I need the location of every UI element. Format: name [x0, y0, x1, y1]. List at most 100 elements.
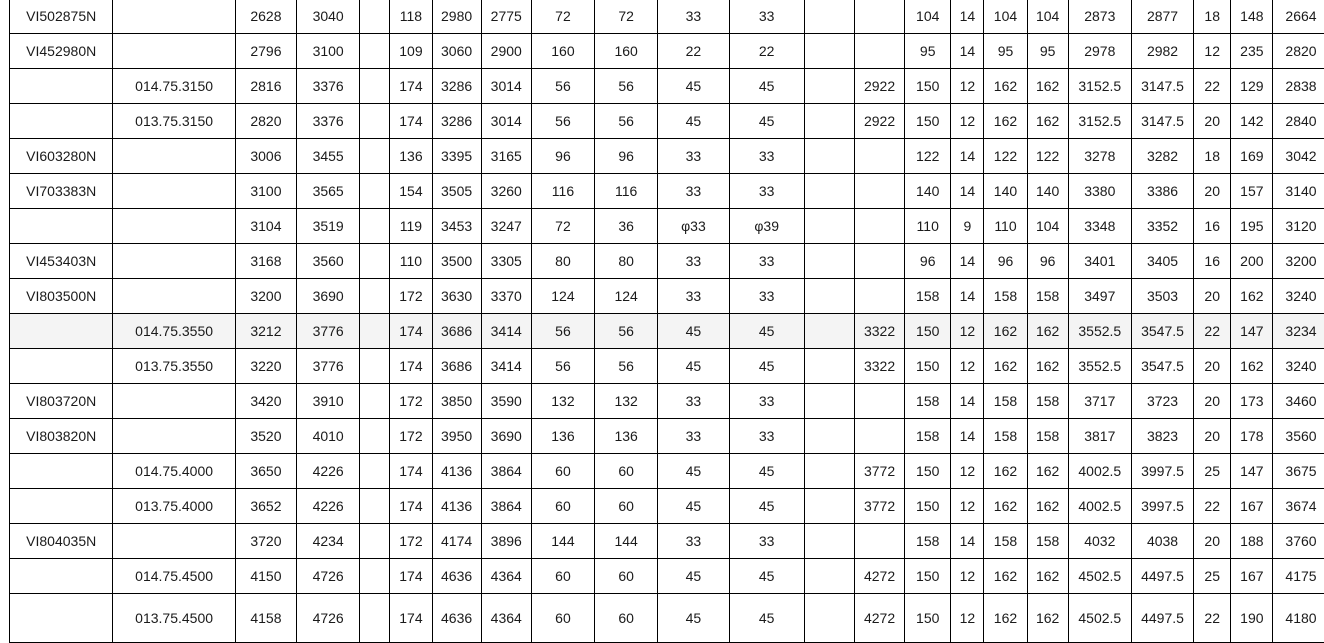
- table-cell[interactable]: 60: [595, 454, 658, 489]
- table-cell[interactable]: 33: [729, 384, 804, 419]
- table-cell[interactable]: [804, 244, 854, 279]
- table-cell[interactable]: 3100: [235, 174, 296, 209]
- table-cell[interactable]: 33: [658, 244, 729, 279]
- table-cell[interactable]: 33: [658, 279, 729, 314]
- table-cell[interactable]: 4174: [432, 524, 481, 559]
- table-cell[interactable]: 150: [905, 69, 951, 104]
- table-cell[interactable]: 60: [531, 559, 594, 594]
- table-cell[interactable]: 158: [984, 279, 1027, 314]
- table-cell[interactable]: 3760: [1273, 524, 1324, 559]
- table-cell[interactable]: 2820: [1273, 34, 1324, 69]
- table-cell[interactable]: 132: [595, 384, 658, 419]
- table-cell[interactable]: 4136: [432, 489, 481, 524]
- table-cell[interactable]: 33: [729, 0, 804, 34]
- table-cell[interactable]: 33: [729, 139, 804, 174]
- table-cell[interactable]: [360, 489, 390, 524]
- table-cell[interactable]: 4234: [297, 524, 360, 559]
- table-cell[interactable]: 3348: [1068, 209, 1131, 244]
- table-cell[interactable]: 104: [905, 0, 951, 34]
- table-cell[interactable]: 4497.5: [1131, 559, 1193, 594]
- table-cell[interactable]: [360, 419, 390, 454]
- table-cell[interactable]: 162: [1027, 489, 1068, 524]
- table-cell[interactable]: 3212: [235, 314, 296, 349]
- table-cell[interactable]: 14: [951, 524, 984, 559]
- table-cell[interactable]: 4175: [1273, 559, 1324, 594]
- table-cell[interactable]: 167: [1231, 489, 1273, 524]
- table-cell[interactable]: 3547.5: [1131, 349, 1193, 384]
- table-cell[interactable]: [360, 174, 390, 209]
- table-cell[interactable]: 162: [1231, 279, 1273, 314]
- table-cell[interactable]: 14: [951, 34, 984, 69]
- table-cell[interactable]: 4002.5: [1068, 454, 1131, 489]
- table-cell[interactable]: 158: [905, 384, 951, 419]
- table-cell[interactable]: 3220: [235, 349, 296, 384]
- table-cell[interactable]: 172: [390, 279, 432, 314]
- table-cell[interactable]: 174: [390, 69, 432, 104]
- table-cell[interactable]: 60: [595, 559, 658, 594]
- table-cell[interactable]: 158: [1027, 524, 1068, 559]
- table-cell[interactable]: 56: [531, 69, 594, 104]
- table-cell[interactable]: [360, 104, 390, 139]
- table-cell[interactable]: 60: [531, 594, 594, 643]
- table-cell[interactable]: 2664: [1273, 0, 1324, 34]
- table-cell[interactable]: 3505: [432, 174, 481, 209]
- table-cell[interactable]: 45: [729, 104, 804, 139]
- table-cell[interactable]: 3520: [235, 419, 296, 454]
- table-cell[interactable]: [854, 209, 904, 244]
- table-cell[interactable]: 136: [595, 419, 658, 454]
- table-cell[interactable]: 56: [531, 104, 594, 139]
- table-cell[interactable]: [360, 244, 390, 279]
- table-cell[interactable]: 56: [595, 314, 658, 349]
- table-cell[interactable]: 45: [729, 69, 804, 104]
- table-cell[interactable]: 36: [595, 209, 658, 244]
- table-cell[interactable]: 3286: [432, 104, 481, 139]
- table-cell[interactable]: 33: [658, 139, 729, 174]
- table-cell[interactable]: 14: [951, 244, 984, 279]
- table-cell[interactable]: 20: [1194, 419, 1231, 454]
- model-cell[interactable]: [10, 594, 113, 643]
- code-cell[interactable]: 013.75.3550: [113, 349, 235, 384]
- code-cell[interactable]: [113, 419, 235, 454]
- table-cell[interactable]: [854, 279, 904, 314]
- table-cell[interactable]: φ33: [658, 209, 729, 244]
- table-cell[interactable]: 3500: [432, 244, 481, 279]
- table-cell[interactable]: 45: [658, 559, 729, 594]
- table-cell[interactable]: [854, 139, 904, 174]
- table-cell[interactable]: 2628: [235, 0, 296, 34]
- table-cell[interactable]: [854, 524, 904, 559]
- model-cell[interactable]: VI804035N: [10, 524, 113, 559]
- table-cell[interactable]: 104: [984, 0, 1027, 34]
- code-cell[interactable]: [113, 384, 235, 419]
- table-cell[interactable]: 3420: [235, 384, 296, 419]
- table-cell[interactable]: 3453: [432, 209, 481, 244]
- code-cell[interactable]: [113, 0, 235, 34]
- table-cell[interactable]: 174: [390, 454, 432, 489]
- table-cell[interactable]: 33: [658, 419, 729, 454]
- table-cell[interactable]: 3772: [854, 489, 904, 524]
- table-cell[interactable]: 3240: [1273, 279, 1324, 314]
- table-cell[interactable]: 3200: [235, 279, 296, 314]
- table-cell[interactable]: [360, 384, 390, 419]
- table-cell[interactable]: 33: [729, 279, 804, 314]
- table-cell[interactable]: 14: [951, 174, 984, 209]
- model-cell[interactable]: VI603280N: [10, 139, 113, 174]
- model-cell[interactable]: [10, 489, 113, 524]
- table-cell[interactable]: 95: [984, 34, 1027, 69]
- table-cell[interactable]: 12: [951, 454, 984, 489]
- table-cell[interactable]: 3503: [1131, 279, 1193, 314]
- table-cell[interactable]: 162: [1027, 349, 1068, 384]
- table-cell[interactable]: 3014: [481, 69, 531, 104]
- table-cell[interactable]: 136: [531, 419, 594, 454]
- table-cell[interactable]: 158: [984, 524, 1027, 559]
- table-cell[interactable]: 4272: [854, 594, 904, 643]
- table-cell[interactable]: 45: [658, 69, 729, 104]
- model-cell[interactable]: VI703383N: [10, 174, 113, 209]
- table-cell[interactable]: 3519: [297, 209, 360, 244]
- table-cell[interactable]: 20: [1194, 524, 1231, 559]
- table-cell[interactable]: 4726: [297, 594, 360, 643]
- table-cell[interactable]: 160: [595, 34, 658, 69]
- table-cell[interactable]: 118: [390, 0, 432, 34]
- table-cell[interactable]: 3240: [1273, 349, 1324, 384]
- table-cell[interactable]: 150: [905, 594, 951, 643]
